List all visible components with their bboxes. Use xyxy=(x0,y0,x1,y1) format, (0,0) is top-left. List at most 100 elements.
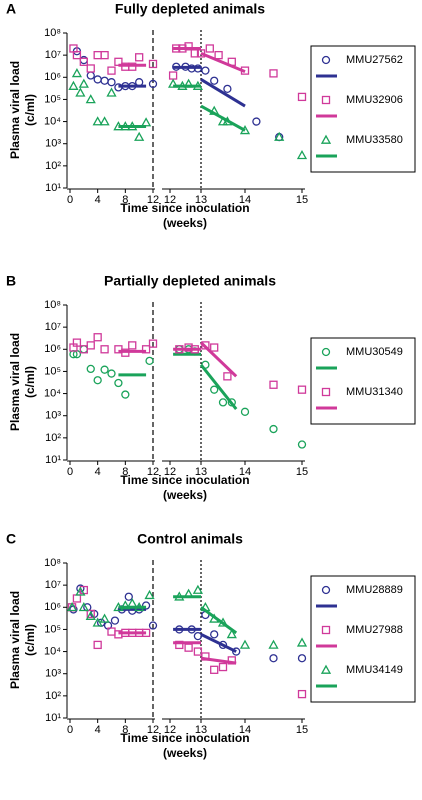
data-point xyxy=(75,586,86,596)
y-axis-title: (c/ml) xyxy=(23,366,37,398)
data-point xyxy=(175,640,184,650)
data-point xyxy=(145,356,154,366)
chart-title: Fully depleted animals xyxy=(115,1,265,17)
data-point xyxy=(201,652,210,661)
data-point xyxy=(239,125,251,135)
data-point xyxy=(100,365,109,374)
data-point xyxy=(86,64,95,73)
data-point xyxy=(148,79,158,89)
data-point xyxy=(210,76,219,85)
fit-line xyxy=(200,606,238,635)
y-tick-label: 10² xyxy=(45,432,61,444)
data-point xyxy=(184,643,193,652)
x-axis-title: Time since inoculation xyxy=(120,473,249,487)
x-tick-label: 15 xyxy=(296,724,308,736)
data-point xyxy=(183,588,194,598)
data-point xyxy=(72,50,82,60)
y-tick-label: 10⁸ xyxy=(44,557,61,569)
y-tick-label: 10⁴ xyxy=(44,387,61,399)
x-axis-title: Time since inoculation xyxy=(120,201,249,215)
x-tick-label: 12 xyxy=(164,724,176,736)
x-tick-label: 8 xyxy=(122,194,128,206)
data-point xyxy=(92,116,103,126)
data-point xyxy=(201,360,210,369)
data-point xyxy=(113,601,124,612)
data-point xyxy=(114,57,123,66)
data-point xyxy=(227,656,236,665)
y-tick-label: 10⁶ xyxy=(44,343,61,355)
data-point xyxy=(210,385,219,394)
data-point xyxy=(274,131,285,141)
data-point xyxy=(172,44,181,53)
data-point xyxy=(127,598,138,608)
data-point xyxy=(106,87,117,97)
data-point xyxy=(297,385,307,394)
data-point xyxy=(217,617,229,627)
x-tick-label: 0 xyxy=(67,724,73,736)
data-point xyxy=(79,57,88,66)
data-point xyxy=(141,628,151,638)
data-point xyxy=(209,613,220,623)
data-point xyxy=(218,662,228,672)
x-tick-label: 12 xyxy=(147,466,159,478)
data-point xyxy=(177,80,188,90)
y-tick-label: 10⁵ xyxy=(44,93,61,105)
data-point xyxy=(297,654,307,663)
legend-label: MMU33580 xyxy=(346,134,403,146)
legend-label: MMU27562 xyxy=(346,54,403,66)
data-point xyxy=(110,616,120,625)
data-point xyxy=(269,69,278,78)
y-tick-label: 10³ xyxy=(45,138,61,150)
x-axis-title: Time since inoculation xyxy=(120,731,249,745)
x-axis-title: (weeks) xyxy=(163,746,207,760)
x-tick-label: 13 xyxy=(195,466,207,478)
data-point xyxy=(184,343,193,352)
x-tick-label: 4 xyxy=(95,466,101,478)
data-point xyxy=(297,440,307,449)
data-point xyxy=(120,600,131,610)
y-tick-label: 10² xyxy=(45,160,61,172)
data-point xyxy=(124,592,133,601)
data-point xyxy=(218,398,228,407)
data-point xyxy=(71,68,83,78)
data-point xyxy=(144,589,155,600)
data-point xyxy=(93,50,102,60)
legend-marker xyxy=(320,664,332,674)
legend-marker xyxy=(321,55,331,65)
x-tick-label: 12 xyxy=(164,194,176,206)
data-point xyxy=(100,345,109,354)
x-tick-label: 0 xyxy=(67,194,73,206)
x-tick-label: 14 xyxy=(239,724,251,736)
data-point xyxy=(93,75,102,84)
data-point xyxy=(168,71,178,80)
data-point xyxy=(187,64,196,73)
data-point xyxy=(86,364,95,374)
data-point xyxy=(78,601,89,612)
data-point xyxy=(232,647,241,656)
data-point xyxy=(134,601,145,612)
legend-box xyxy=(310,45,416,173)
data-point xyxy=(100,76,109,85)
data-point xyxy=(86,609,95,619)
data-point xyxy=(107,369,116,378)
y-tick-label: 10⁴ xyxy=(44,645,61,657)
x-tick-label: 12 xyxy=(147,194,159,206)
chart-title: Control animals xyxy=(137,531,243,547)
data-point xyxy=(178,44,187,53)
data-point xyxy=(210,665,219,674)
x-tick-label: 14 xyxy=(239,194,251,206)
data-point xyxy=(174,591,185,601)
data-point xyxy=(107,66,116,75)
data-point xyxy=(183,78,194,88)
data-point xyxy=(297,92,307,102)
data-point xyxy=(113,121,124,131)
x-tick-label: 4 xyxy=(95,194,101,206)
fit-line xyxy=(199,363,238,410)
x-tick-label: 8 xyxy=(122,466,128,478)
data-point xyxy=(93,376,102,385)
data-point xyxy=(66,601,78,612)
y-tick-label: 10⁸ xyxy=(44,299,61,311)
x-axis-title: (weeks) xyxy=(163,216,207,230)
panel-label: A xyxy=(6,1,16,17)
legend-box xyxy=(310,337,416,425)
